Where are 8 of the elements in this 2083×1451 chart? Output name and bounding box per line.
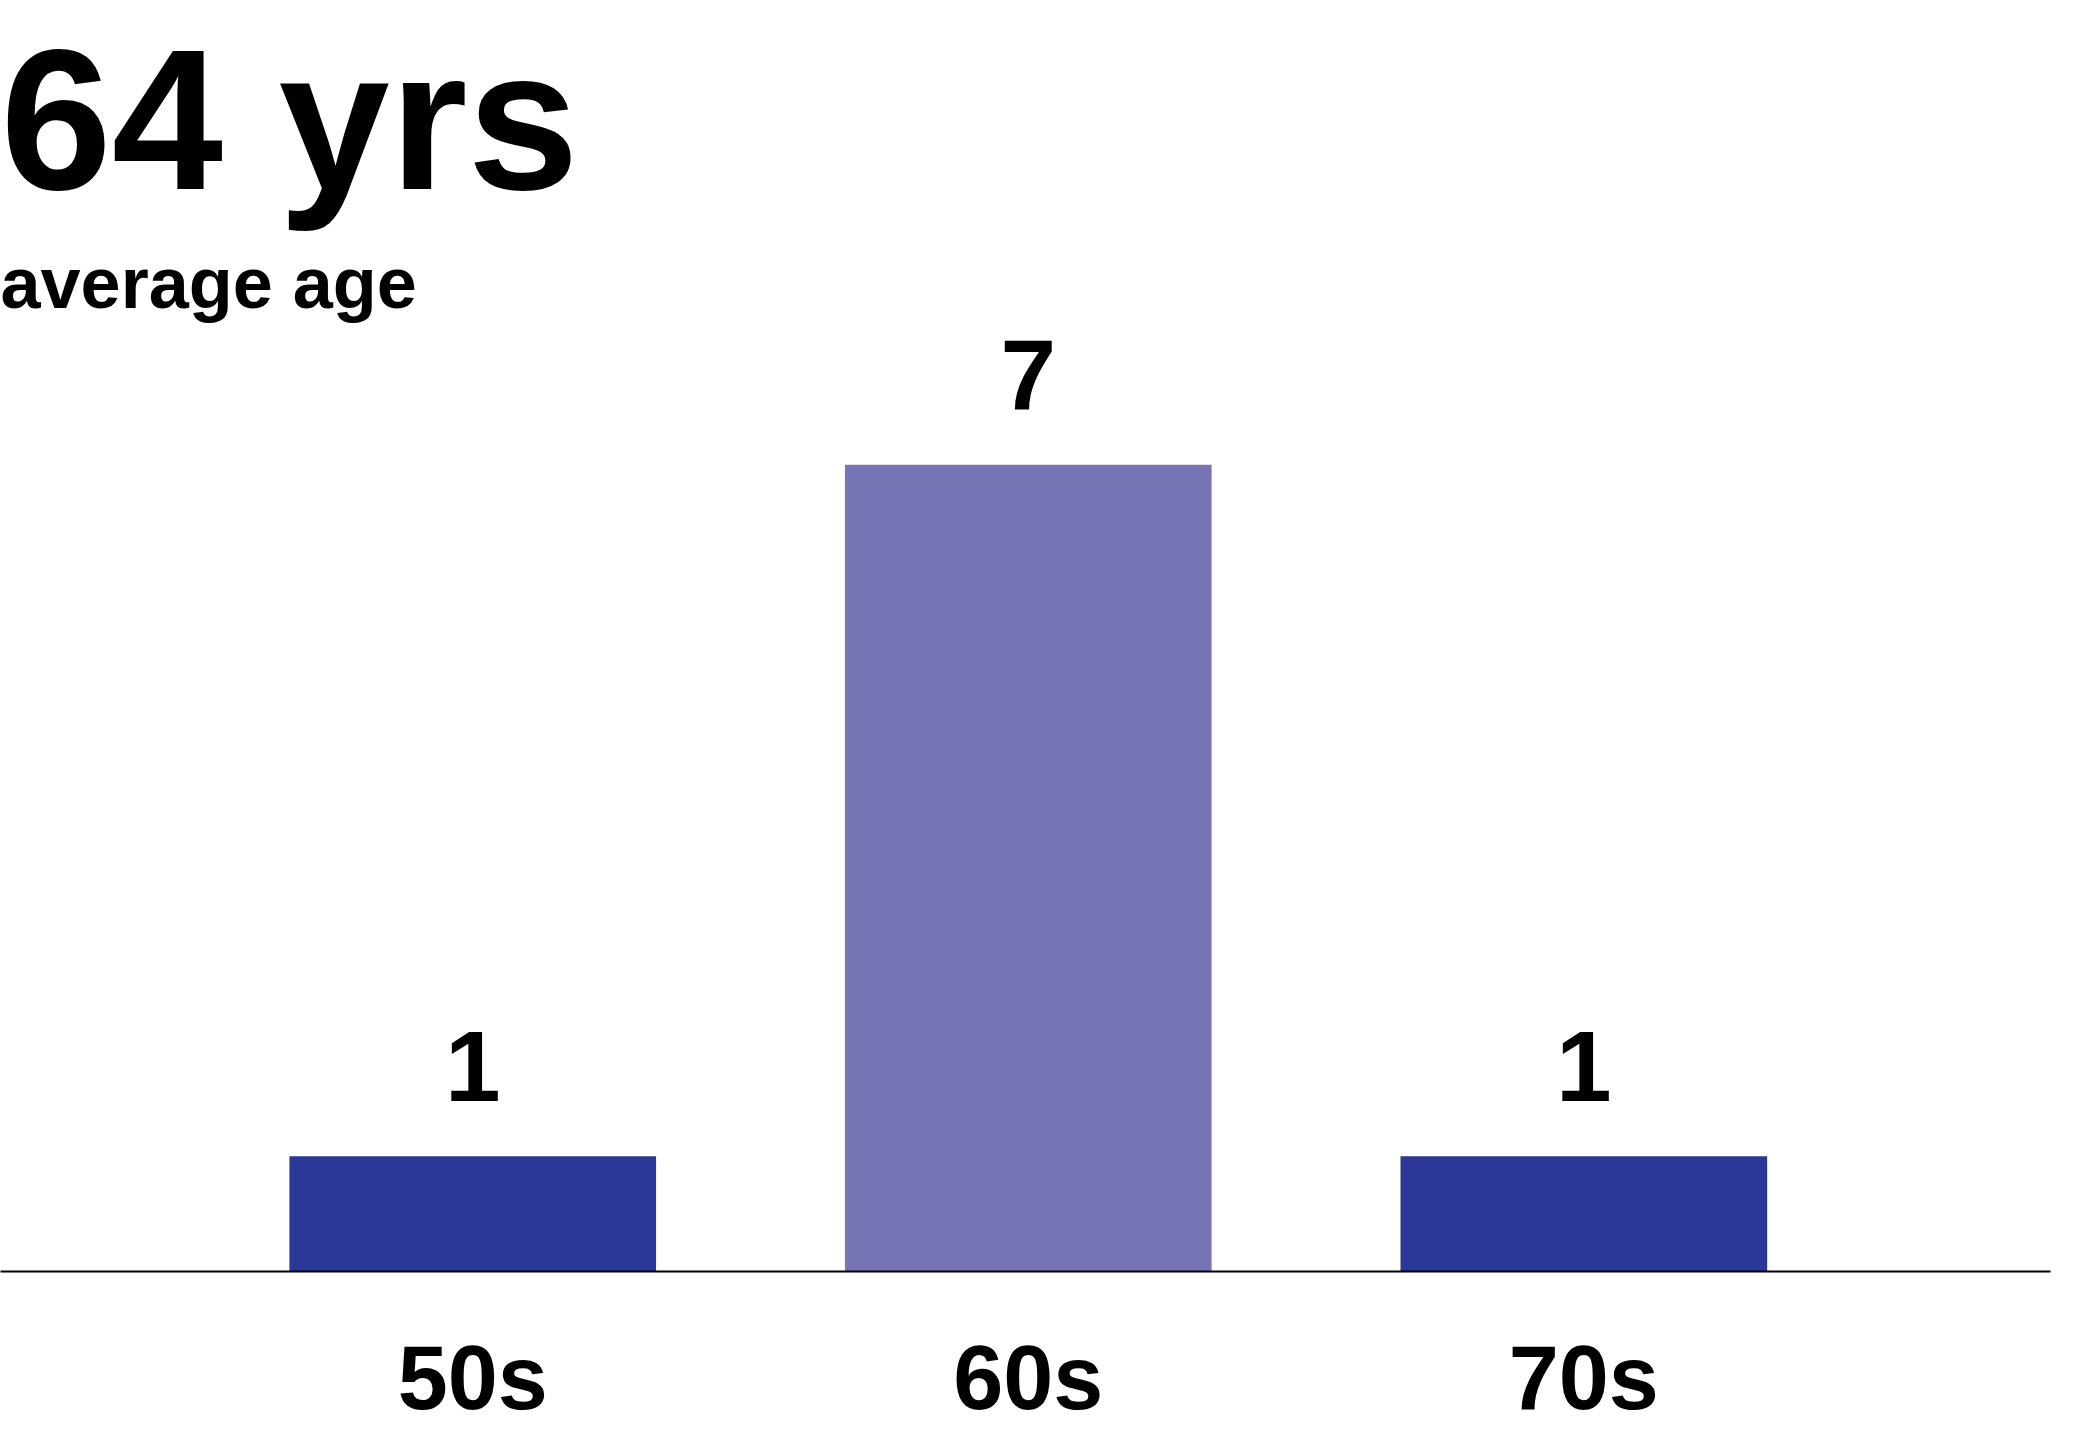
data-label: 1: [444, 1010, 501, 1123]
data-label: 1: [1556, 1010, 1612, 1123]
x-tick-label: 60s: [953, 1327, 1104, 1428]
data-label: 7: [1000, 318, 1057, 431]
chart-title: 64 yrs: [0, 7, 579, 231]
x-tick-label: 70s: [1508, 1327, 1659, 1428]
x-tick-label: 50s: [397, 1327, 548, 1428]
chart-subtitle: average age: [0, 242, 417, 323]
